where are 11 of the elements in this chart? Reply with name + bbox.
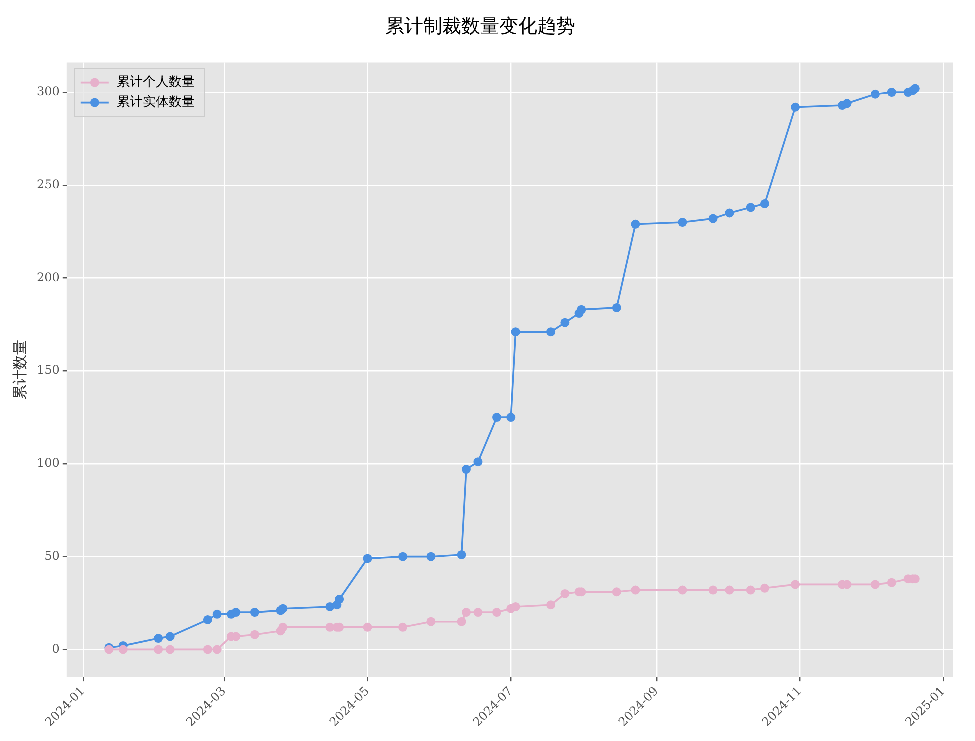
legend-label: 累计个人数量 [116,75,195,90]
y-tick-label: 100 [37,456,60,470]
y-tick-label: 50 [44,548,60,563]
y-tick-label: 200 [37,270,60,284]
y-axis-title: 累计数量 [12,340,30,400]
y-tick-label: 0 [52,642,60,656]
y-tick-label: 150 [37,363,60,378]
chart-title: 累计制裁数量变化趋势 [386,16,576,38]
y-tick-label: 250 [37,178,60,192]
y-tick-label: 300 [37,84,60,99]
legend-label: 累计实体数量 [116,95,195,110]
